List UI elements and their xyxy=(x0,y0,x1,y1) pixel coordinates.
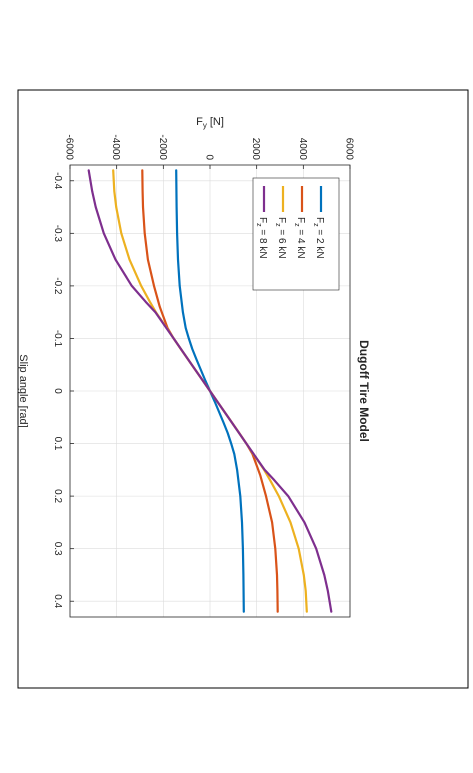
legend-box xyxy=(252,177,340,291)
x-tick-label: 0.3 xyxy=(52,542,63,556)
y-tick-label: 6000 xyxy=(344,138,355,161)
y-tick-label: 0 xyxy=(204,154,215,160)
y-axis-label-main: F xyxy=(196,116,203,128)
y-axis-label: Fy [N] xyxy=(196,116,224,130)
legend-entry-3: Fz = 6 kN xyxy=(274,217,287,259)
rotated-chart: -0.4 -0.3 -0.2 -0.1 0 0.1 0.2 0.3 0.4 -6000 -4000… xyxy=(17,116,371,618)
x-tick-label: 0 xyxy=(52,388,63,394)
y-tick-label: -4000 xyxy=(110,134,121,160)
y-axis-ticks: -6000 -4000 -2000 0 2000 4000 6000 xyxy=(64,134,355,169)
legend-entry-4: Fz = 8 kN xyxy=(255,217,268,259)
y-tick-label: -6000 xyxy=(64,134,75,160)
x-tick-label: 0.2 xyxy=(52,489,63,503)
y-tick-label: 2000 xyxy=(250,138,261,161)
legend-entry-1: Fz = 2 kN xyxy=(312,217,325,259)
x-axis-ticks: -0.4 -0.3 -0.2 -0.1 0 0.1 0.2 0.3 0.4 xyxy=(52,172,74,609)
y-tick-label: 4000 xyxy=(297,138,308,161)
y-axis-label-sub: y xyxy=(203,121,207,130)
plot-lines xyxy=(87,169,333,613)
legend-entry-2: Fz = 4 kN xyxy=(293,217,306,259)
legend: Fz = 2 kN Fz = 4 kN Fz = 6 kN Fz = 8 kN xyxy=(252,177,340,291)
x-tick-label: -0.4 xyxy=(52,172,63,190)
x-tick-label: -0.1 xyxy=(52,330,63,348)
y-axis-label-tail: [N] xyxy=(207,116,224,128)
x-axis-label: Slip angle [rad] xyxy=(17,354,29,427)
x-tick-label: -0.2 xyxy=(52,277,63,295)
x-tick-label: 0.1 xyxy=(52,437,63,451)
series-line-4 xyxy=(87,169,333,613)
chart-title: Dugoff Tire Model xyxy=(357,340,371,442)
x-tick-label: 0.4 xyxy=(52,594,63,608)
x-tick-label: -0.3 xyxy=(52,225,63,243)
y-tick-label: -2000 xyxy=(157,134,168,160)
